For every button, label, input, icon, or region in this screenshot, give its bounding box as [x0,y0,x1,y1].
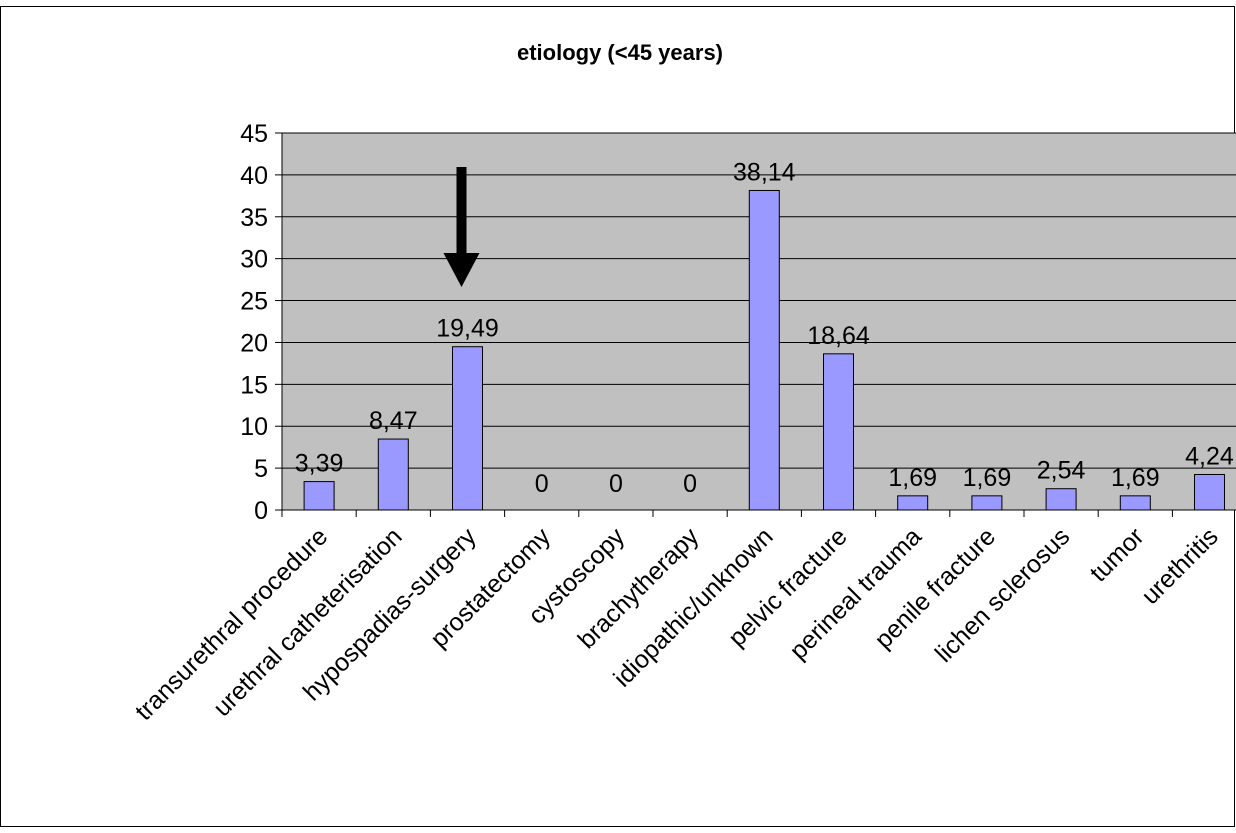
y-tick-label: 40 [240,162,268,190]
data-label: 4,24 [1185,442,1234,470]
y-tick-label: 20 [240,329,268,357]
data-label: 3,39 [295,450,344,478]
data-label: 0 [683,470,697,498]
bar [1194,473,1225,511]
bar [897,495,929,511]
data-label: 1,69 [1111,464,1160,492]
bar [377,438,409,511]
data-label: 0 [535,470,549,498]
y-tick-label: 0 [254,497,268,525]
data-label: 38,14 [733,158,796,186]
y-tick-label: 15 [240,371,268,399]
y-tick-label: 30 [240,246,268,274]
data-label: 1,69 [963,464,1012,492]
chart-title: etiology (<45 years) [517,40,723,65]
data-label: 19,49 [436,315,499,343]
bar [748,189,780,511]
bar [823,353,854,511]
y-tick-label: 25 [240,288,268,316]
data-label: 18,64 [807,322,870,350]
data-label: 0 [609,470,623,498]
y-tick-label: 5 [254,455,268,483]
bar [452,346,483,511]
data-label: 1,69 [888,464,937,492]
y-tick-label: 10 [240,413,268,441]
annotation-arrow-shaft [456,167,467,255]
data-label: 2,54 [1037,457,1086,485]
annotation-arrow-head [443,253,480,287]
bar [303,481,335,511]
data-label: 8,47 [369,407,418,435]
bar [971,495,1003,511]
y-tick-label: 35 [240,204,268,232]
bar [1045,488,1077,511]
bar [1119,495,1151,511]
y-tick-label: 45 [240,120,268,148]
